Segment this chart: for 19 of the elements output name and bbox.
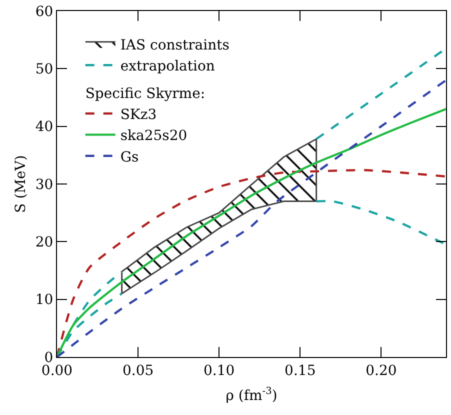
y-axis-title: S (MeV) xyxy=(12,155,29,213)
legend-label: IAS constraints xyxy=(120,37,230,54)
x-tick-label: 0.15 xyxy=(284,362,316,379)
line-series xyxy=(57,169,446,357)
legend-label: ska25s20 xyxy=(120,128,188,144)
x-tick-label: 0.05 xyxy=(122,362,154,379)
legend-label: Gs xyxy=(120,149,139,166)
y-tick-label: 20 xyxy=(35,234,54,251)
y-tick-label: 50 xyxy=(35,62,54,78)
y-tick-label: 30 xyxy=(35,176,54,193)
y-tick-label: 60 xyxy=(35,4,54,20)
y-tick-label: 40 xyxy=(35,119,54,136)
legend-label: SKz3 xyxy=(120,106,157,123)
x-tick-label: 0.20 xyxy=(366,362,397,379)
y-tick-label: 10 xyxy=(35,292,54,308)
legend-title: Specific Skyrme: xyxy=(85,86,206,102)
x-axis-title: ρ (fm$^{-3}$) xyxy=(226,386,278,404)
x-tick-label: 0.10 xyxy=(203,362,235,379)
legend-label: extrapolation xyxy=(120,58,215,75)
